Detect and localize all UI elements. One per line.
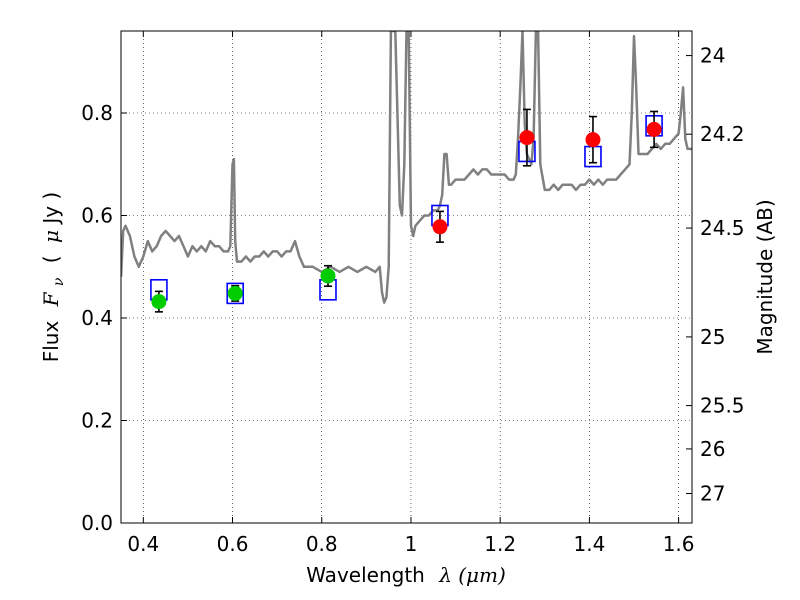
y2-axis-label: Magnitude (AB): [753, 199, 777, 354]
y-tick-label: 0.4: [81, 306, 113, 330]
y-axis-label-symbol: F: [39, 291, 63, 307]
data-point: [646, 121, 662, 137]
model-photometry-square: [226, 282, 244, 305]
model-sed-line: [121, 31, 692, 304]
y2-tick-label: 26: [700, 437, 725, 461]
y-tick-label: 0.0: [81, 511, 113, 535]
x-tick-label: 1: [405, 532, 418, 556]
data-point: [432, 219, 448, 235]
x-tick-label: 1.2: [484, 532, 516, 556]
x-tick-label: 1.6: [663, 532, 695, 556]
y-axis-label-mu: μ: [39, 230, 63, 243]
y-axis-label-unit: Jy ): [39, 192, 63, 226]
y2-axis-ticks: 24 24.2 24.5 25 25.5 26 27: [686, 44, 745, 506]
x-tick-label: 0.8: [306, 532, 338, 556]
y-axis-label-paren: (: [39, 255, 63, 263]
data-point: [585, 132, 601, 148]
x-tick-label: 0.4: [127, 532, 159, 556]
y2-tick-label: 25: [700, 325, 725, 349]
data-point: [519, 130, 535, 146]
observed-points-layer: [151, 108, 662, 313]
y-tick-label: 0.2: [81, 409, 113, 433]
x-axis-label-text: Wavelength: [306, 563, 425, 587]
x-tick-label: 0.6: [217, 532, 249, 556]
data-point: [227, 285, 243, 301]
y2-tick-label: 24: [700, 44, 725, 68]
x-tick-label: 1.4: [573, 532, 605, 556]
plot-background: [121, 31, 692, 523]
y2-tick-label: 27: [700, 482, 725, 506]
y-axis-label-text: Flux: [39, 321, 63, 363]
y-tick-label: 0.6: [81, 204, 113, 228]
y-axis-label-subscript: ν: [51, 277, 67, 286]
y2-tick-label: 24.5: [700, 216, 745, 240]
x-axis-label: Wavelength λ (μm): [306, 563, 506, 587]
data-point: [320, 268, 336, 284]
y-axis-label: Flux F ν ( μ Jy ): [39, 192, 68, 363]
plot-frame: [120, 30, 693, 524]
x-axis-label-math: λ (μm): [438, 563, 506, 587]
y2-tick-label: 24.2: [700, 122, 745, 146]
model-sed-layer: [121, 31, 692, 304]
y2-tick-label: 25.5: [700, 394, 745, 418]
x-axis-ticks: 0.4 0.6 0.8 1 1.2 1.4 1.6: [127, 31, 695, 556]
y-tick-label: 0.8: [81, 101, 113, 125]
y-axis-ticks: 0.0 0.2 0.4 0.6 0.8: [81, 101, 127, 535]
data-point: [151, 294, 167, 310]
